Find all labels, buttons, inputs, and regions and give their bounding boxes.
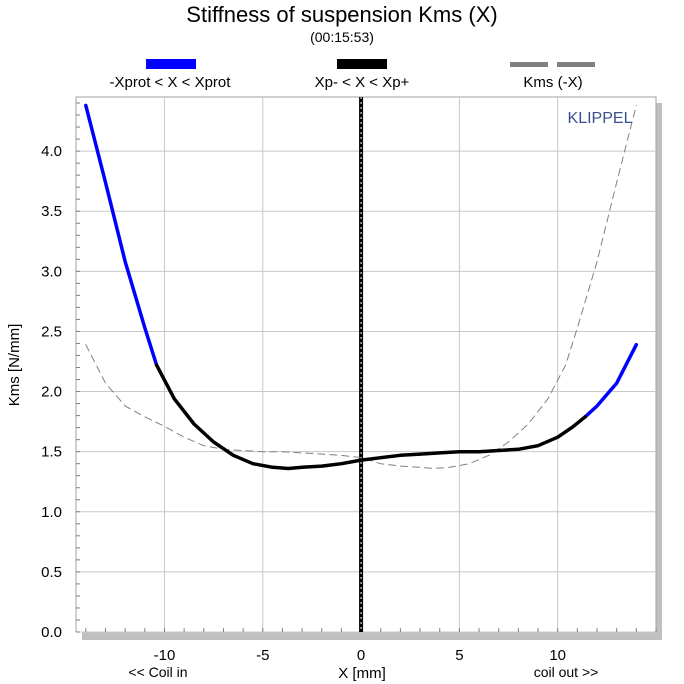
klippel-watermark: KLIPPEL [568, 110, 633, 127]
legend-label-kms-neg: Kms (-X) [523, 74, 583, 91]
plot-shadow-bottom [82, 632, 662, 640]
x-axis-label: X [mm] [338, 665, 386, 682]
legend-label-xprot: -Xprot < X < Xprot [109, 74, 231, 91]
legend-swatch-xprot [146, 59, 196, 69]
x-sublabel-coil-in: << Coil in [128, 664, 188, 680]
y-tick-label: 0.5 [41, 564, 62, 581]
x-tick-label: 10 [549, 647, 566, 664]
y-tick-label: 0.0 [41, 624, 62, 641]
legend-swatch-xp [337, 59, 387, 69]
x-tick-labels: -10 -5 0 5 10 [154, 647, 566, 664]
x-tick-label: -5 [256, 647, 269, 664]
y-tick-label: 1.0 [41, 504, 62, 521]
y-tick-labels: 0.0 0.5 1.0 1.5 2.0 2.5 3.0 3.5 4.0 [41, 143, 62, 641]
chart-subtitle: (00:15:53) [310, 29, 374, 45]
plot-shadow-right [656, 103, 662, 640]
x-tick-label: 5 [455, 647, 463, 664]
series-lines [84, 103, 639, 471]
plot-area [75, 96, 657, 633]
series-line-xprot [583, 342, 639, 419]
x-sublabel-coil-out: coil out >> [533, 664, 599, 680]
y-tick-label: 3.5 [41, 203, 62, 220]
y-tick-label: 2.5 [41, 323, 62, 340]
legend-swatch-kms-neg-b [557, 62, 595, 67]
y-tick-label: 4.0 [41, 143, 62, 160]
series-line-xp [154, 363, 587, 471]
y-tick-label: 1.5 [41, 444, 62, 461]
y-tick-label: 3.0 [41, 263, 62, 280]
chart-title: Stiffness of suspension Kms (X) [186, 2, 498, 27]
x-tick-label: 0 [357, 647, 365, 664]
y-axis-label: Kms [N/mm] [6, 324, 23, 407]
y-tick-label: 2.0 [41, 384, 62, 401]
series-line-xprot [84, 103, 159, 367]
legend-label-xp: Xp- < X < Xp+ [314, 74, 410, 91]
legend-swatch-kms-neg-a [510, 62, 548, 67]
series-line-kms-neg [85, 104, 637, 469]
x-tick-label: -10 [154, 647, 176, 664]
